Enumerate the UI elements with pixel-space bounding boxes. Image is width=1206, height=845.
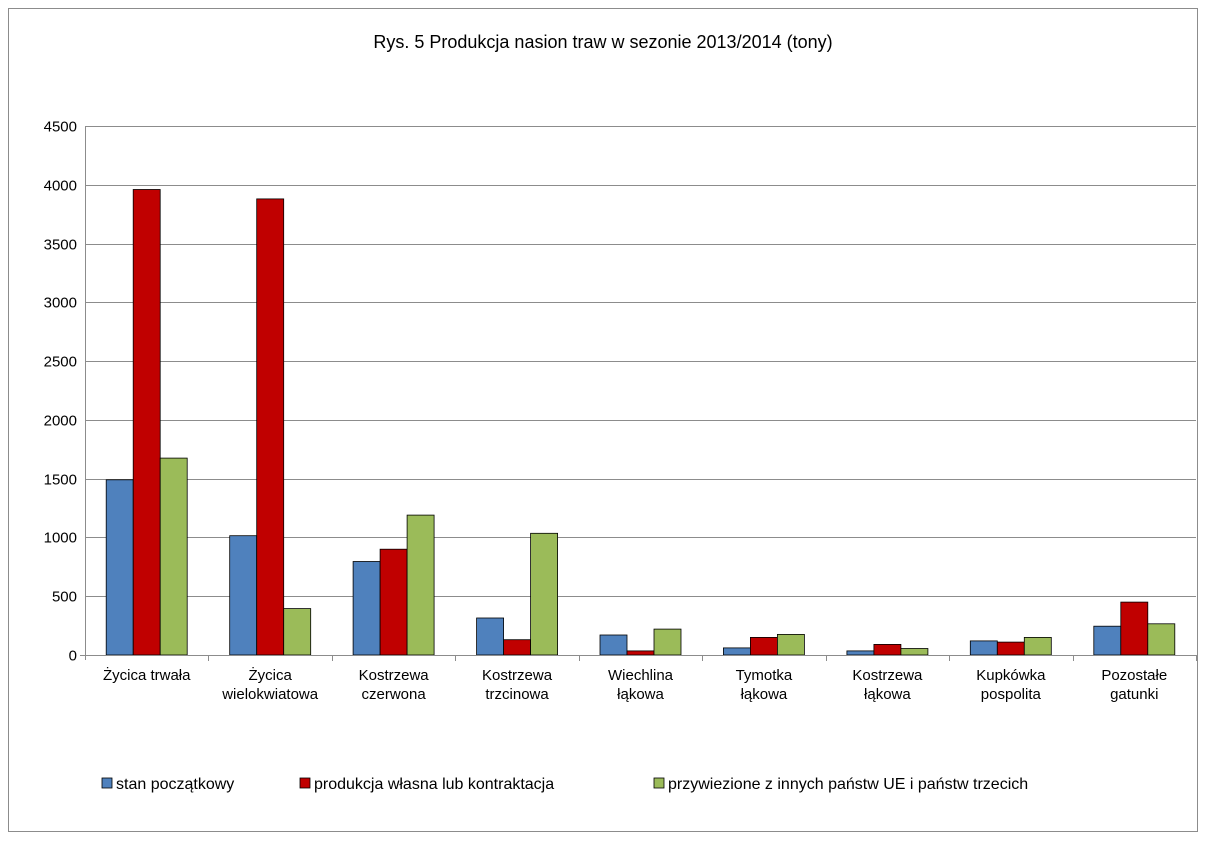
legend: stan początkowy produkcja własna lub kont… xyxy=(101,776,1028,793)
legend-label: przywiezione z innych państw UE i państw… xyxy=(668,776,1028,793)
y-tick-label: 2500 xyxy=(44,354,77,371)
x-axis-tick-labels: Życica trwała Życica wielokwiatowa Kostrzew… xyxy=(103,666,1167,703)
bar xyxy=(723,647,751,656)
y-axis-tick-labels: 0 500 1000 1500 2000 2500 3000 3500 4000 4500 xyxy=(44,119,77,665)
bar xyxy=(873,644,902,656)
bar xyxy=(846,650,875,656)
bar xyxy=(229,535,258,656)
legend-swatch xyxy=(653,777,665,789)
axes xyxy=(80,126,1197,661)
bar xyxy=(1147,623,1176,656)
bar xyxy=(1023,637,1052,656)
bar xyxy=(777,634,805,656)
bar xyxy=(750,637,778,656)
bars xyxy=(105,189,1176,656)
bar xyxy=(996,641,1025,656)
x-tick-label: Wiechlina łąkowa xyxy=(608,667,674,703)
bar xyxy=(283,608,312,656)
y-tick-label: 2000 xyxy=(44,413,77,430)
bar xyxy=(105,479,134,656)
y-tick-label: 3500 xyxy=(44,237,77,254)
y-tick-label: 3000 xyxy=(44,295,77,312)
bar xyxy=(503,639,532,656)
bar xyxy=(352,561,381,656)
bar xyxy=(256,198,285,656)
x-tick-label: Kostrzewa czerwona xyxy=(359,667,430,703)
bar xyxy=(476,617,505,656)
x-tick-label: Kostrzewa trzcinowa xyxy=(482,667,553,703)
bar xyxy=(406,514,435,656)
x-tick-label: Życica trwała xyxy=(103,666,191,684)
chart-title: Rys. 5 Produkcja nasion traw w sezonie 2… xyxy=(373,32,832,52)
y-tick-label: 4500 xyxy=(44,119,77,136)
bar xyxy=(1093,625,1122,656)
y-tick-label: 1000 xyxy=(44,530,77,547)
bar xyxy=(132,189,161,656)
legend-label: stan początkowy xyxy=(116,776,234,793)
bar xyxy=(969,640,998,656)
x-tick-label: Pozostałe gatunki xyxy=(1101,667,1167,703)
x-tick-label: Kupkówka pospolita xyxy=(976,667,1046,703)
x-tick-label: Życica wielokwiatowa xyxy=(221,666,319,703)
bar xyxy=(626,650,655,656)
y-tick-label: 500 xyxy=(52,589,77,606)
x-tick-label: Kostrzewa łąkowa xyxy=(852,667,923,703)
bar xyxy=(159,457,188,656)
bar xyxy=(530,532,558,656)
legend-swatch xyxy=(299,777,311,789)
bar xyxy=(1120,601,1149,656)
bar xyxy=(900,648,929,656)
x-tick-label: Tymotka łąkowa xyxy=(736,667,793,703)
bar xyxy=(653,628,682,656)
bar xyxy=(379,548,408,656)
y-tick-label: 4000 xyxy=(44,178,77,195)
y-tick-label: 1500 xyxy=(44,472,77,489)
bar xyxy=(599,634,628,656)
legend-swatch xyxy=(101,777,113,789)
legend-label: produkcja własna lub kontraktacja xyxy=(314,776,554,793)
y-tick-label: 0 xyxy=(69,648,77,665)
